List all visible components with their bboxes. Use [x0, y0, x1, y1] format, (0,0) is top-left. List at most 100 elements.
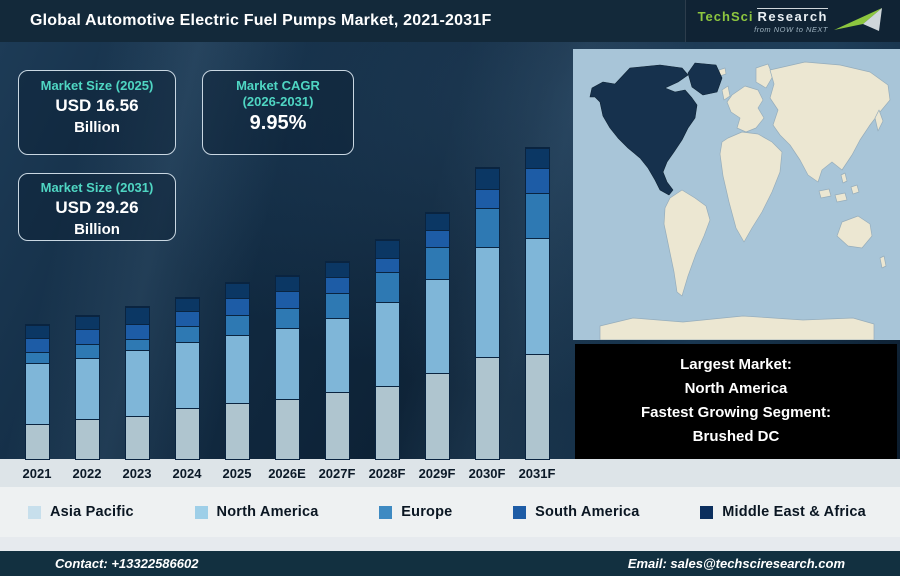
chart-area: Market Size (2025) USD 16.56 Billion Mar…: [0, 42, 900, 460]
stacked-bar-2027F: [324, 261, 350, 460]
legend-item-north-america: North America: [194, 504, 319, 520]
map-landmasses: [599, 61, 891, 340]
segment-asia-pacific: [275, 399, 299, 459]
highlight-box: Largest Market: North America Fastest Gr…: [575, 344, 897, 459]
segment-europe: [425, 247, 449, 279]
stat-value: 9.95%: [249, 112, 307, 134]
legend-strip: Asia Pacific North America Europe South Ame…: [0, 487, 900, 537]
segment-europe: [325, 293, 349, 318]
bar-slot-2023: [112, 306, 162, 460]
bar-slot-2030F: [462, 167, 512, 460]
segment-middle-east-africa: [325, 262, 349, 277]
bar-slot-2031F: [512, 147, 562, 460]
segment-middle-east-africa: [375, 240, 399, 258]
map-europe: [726, 85, 765, 133]
stat-value: USD 29.26: [55, 198, 139, 217]
x-tick-2027F: 2027F: [318, 465, 356, 481]
segment-asia-pacific: [225, 403, 249, 459]
stat-box-market-size-2031: Market Size (2031) USD 29.26 Billion: [18, 173, 176, 241]
highlight-line: Largest Market:: [680, 356, 792, 373]
stacked-bar-2028F: [374, 239, 400, 460]
legend-swatch: [700, 505, 714, 519]
title-bar: Global Automotive Electric Fuel Pumps Ma…: [0, 0, 900, 42]
stacked-bar-2022: [74, 315, 100, 460]
legend-item-middle-east-africa: Middle East & Africa: [700, 504, 866, 520]
segment-south-america: [125, 324, 149, 339]
map-greenland: [687, 62, 723, 96]
segment-south-america: [275, 291, 299, 308]
segment-asia-pacific: [525, 354, 549, 459]
footer-contact: Contact: +13322586602: [55, 556, 199, 571]
stat-label: (2026-2031): [242, 94, 314, 109]
logo-text: TechSci Research from NOW to NEXT: [698, 8, 828, 34]
spacer-strip: [0, 537, 900, 551]
legend-swatch: [379, 505, 393, 519]
segment-north-america: [325, 318, 349, 392]
legend-item-asia-pacific: Asia Pacific: [28, 504, 134, 520]
legend-label: South America: [535, 504, 640, 520]
x-axis: 2021 2022 2023 2024 2025 2026E 2027F 2028F 2029F…: [12, 459, 562, 487]
footer-email: Email: sales@techsciresearch.com: [627, 556, 845, 571]
segment-north-america: [25, 363, 49, 424]
segment-europe: [175, 326, 199, 342]
segment-north-america: [75, 358, 99, 419]
legend-swatch: [194, 505, 208, 519]
segment-middle-east-africa: [525, 148, 549, 168]
legend-item-south-america: South America: [513, 504, 639, 520]
segment-middle-east-africa: [125, 307, 149, 324]
map-south-america: [663, 189, 711, 297]
stat-value: USD 16.56: [55, 96, 139, 115]
bar-slot-2022: [62, 315, 112, 460]
segment-north-america: [275, 328, 299, 399]
highlight-line: Fastest Growing Segment:: [640, 404, 832, 421]
segment-asia-pacific: [75, 419, 99, 459]
stacked-bar-2025: [224, 282, 250, 460]
stacked-bar-2021: [24, 324, 50, 460]
segment-europe: [375, 272, 399, 302]
segment-south-america: [75, 329, 99, 344]
techsci-logo: TechSci Research from NOW to NEXT: [684, 0, 900, 42]
segment-south-america: [325, 277, 349, 293]
segment-europe: [525, 193, 549, 238]
map-antarctica: [599, 315, 875, 340]
x-tick-2028F: 2028F: [368, 465, 406, 481]
segment-south-america: [375, 258, 399, 272]
x-tick-2031F: 2031F: [518, 465, 556, 481]
x-tick-2026E: 2026E: [268, 465, 306, 481]
x-tick-2030F: 2030F: [468, 465, 506, 481]
segment-europe: [225, 315, 249, 335]
segment-south-america: [225, 298, 249, 315]
x-tick-2025: 2025: [222, 465, 252, 481]
segment-europe: [475, 208, 499, 247]
map-africa: [719, 131, 783, 243]
bar-slot-2029F: [412, 212, 462, 460]
x-tick-2023: 2023: [122, 465, 152, 481]
segment-north-america: [375, 302, 399, 386]
segment-asia-pacific: [375, 386, 399, 459]
stat-label: Market Size (2025): [40, 78, 154, 93]
segment-north-america: [125, 350, 149, 416]
segment-asia-pacific: [475, 357, 499, 459]
x-tick-2029F: 2029F: [418, 465, 456, 481]
highlight-line: Brushed DC: [692, 428, 780, 445]
stacked-bar-2031F: [524, 147, 550, 460]
segment-europe: [25, 352, 49, 363]
segment-north-america: [425, 279, 449, 373]
segment-europe: [75, 344, 99, 358]
legend-label: Middle East & Africa: [722, 504, 866, 520]
logo-brand-primary: TechSci: [697, 9, 754, 24]
stat-label: Market CAGR: [236, 78, 320, 93]
segment-north-america: [225, 335, 249, 403]
map-north-america-highlight: [589, 62, 723, 196]
map-japan: [874, 109, 884, 132]
stat-label: Market Size (2031): [40, 180, 154, 195]
x-axis-strip: 2021 2022 2023 2024 2025 2026E 2027F 2028F 2029F…: [0, 459, 900, 487]
bar-slot-2026E: [262, 275, 312, 460]
segment-middle-east-africa: [75, 316, 99, 329]
bar-chart: [12, 147, 562, 460]
segment-asia-pacific: [125, 416, 149, 459]
stacked-bar-2030F: [474, 167, 500, 460]
map-uk: [721, 85, 731, 101]
legend-swatch: [28, 505, 41, 519]
